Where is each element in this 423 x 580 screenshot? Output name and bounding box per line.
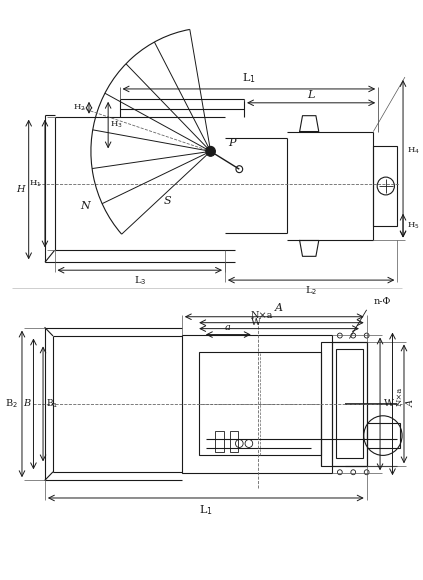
Text: S: S [164,196,171,206]
Text: H$_1$: H$_1$ [29,178,41,188]
Text: L$_1$: L$_1$ [242,71,256,85]
Bar [336,349,363,458]
Text: L$_3$: L$_3$ [134,274,146,287]
Text: H$_2$: H$_2$ [73,103,85,113]
Circle shape [206,146,215,156]
Text: A: A [407,400,416,407]
Bar [230,430,238,452]
Text: L: L [308,90,315,100]
Text: N×a: N×a [250,311,272,320]
Text: L$_2$: L$_2$ [305,284,317,297]
Text: W: W [250,318,261,327]
Text: N: N [80,201,90,211]
Text: A: A [275,303,283,313]
Bar [182,335,332,473]
Bar [367,423,400,448]
Text: B$_1$: B$_1$ [46,398,58,410]
Bar [215,430,224,452]
Bar [321,342,367,466]
Text: L$_1$: L$_1$ [199,503,213,517]
Bar [374,146,397,226]
Text: B: B [23,400,30,408]
Text: n-Φ: n-Φ [374,297,391,306]
Text: a: a [225,322,231,332]
Text: H$_3$: H$_3$ [110,120,123,130]
Text: H: H [16,185,25,194]
Text: N×a: N×a [396,386,404,405]
Text: B$_2$: B$_2$ [5,397,18,410]
Text: H$_4$: H$_4$ [407,146,420,156]
Bar [199,353,321,455]
Text: P: P [228,139,236,148]
Text: H$_5$: H$_5$ [407,220,420,231]
Text: W: W [384,400,394,408]
Bar [332,342,367,466]
